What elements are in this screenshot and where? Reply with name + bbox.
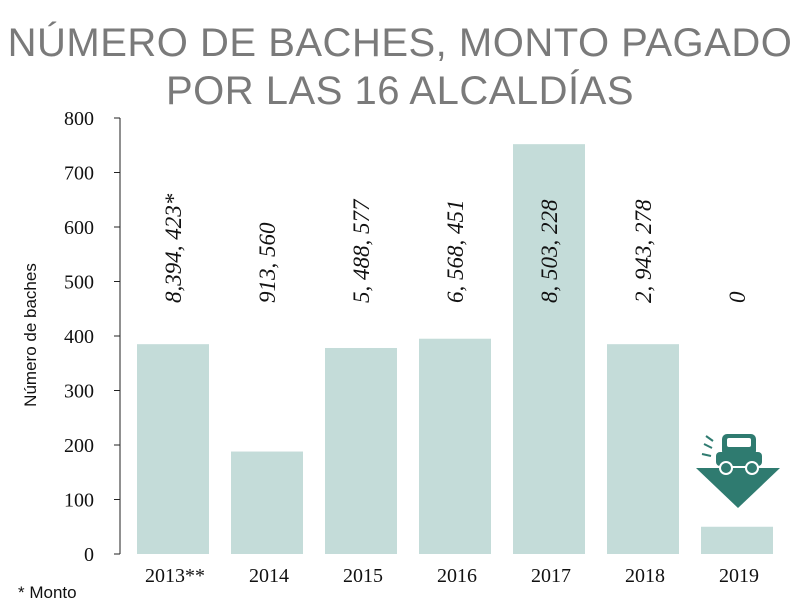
data-label: 0 [725, 291, 750, 303]
x-tick-label: 2013** [145, 565, 205, 587]
data-label: 8,394, 423* [161, 193, 186, 303]
y-tick-label: 800 [64, 108, 94, 130]
bar-2015 [325, 347, 397, 554]
x-axis-ticks: 2013** 2014 2015 2016 2017 2018 2019 [145, 565, 759, 587]
data-label: 2, 943, 278 [631, 199, 656, 303]
y-tick-label: 200 [64, 435, 94, 457]
y-axis-ticks: 0 100 200 300 400 500 600 700 800 [64, 108, 120, 566]
bar-2019 [701, 526, 773, 554]
x-tick-label: 2017 [531, 565, 571, 587]
x-tick-label: 2015 [343, 565, 383, 587]
data-label: 8, 503, 228 [537, 199, 562, 303]
chart-subtitle: POR LAS 16 ALCALDÍAS [166, 68, 634, 113]
data-label: 5, 488, 577 [349, 198, 374, 303]
x-tick-label: 2016 [437, 565, 477, 587]
data-labels: 8,394, 423* 913, 560 5, 488, 577 6, 568, 45… [161, 193, 750, 303]
y-tick-label: 600 [64, 217, 94, 239]
bar-2013 [137, 344, 209, 554]
y-axis-label: Número de baches [21, 263, 40, 407]
bar-2014 [231, 451, 303, 554]
footnote: * Monto [18, 583, 77, 602]
bar-2018 [607, 344, 679, 554]
data-label: 913, 560 [255, 222, 280, 303]
bars [137, 144, 773, 554]
y-tick-label: 100 [64, 490, 94, 512]
data-label: 6, 568, 451 [443, 200, 468, 304]
bar-2017 [513, 144, 585, 554]
y-tick-label: 500 [64, 272, 94, 294]
bar-2016 [419, 338, 491, 554]
y-tick-label: 300 [64, 381, 94, 403]
y-tick-label: 400 [64, 326, 94, 348]
chart-title: NÚMERO DE BACHES, MONTO PAGADO [8, 20, 793, 65]
y-tick-label: 700 [64, 163, 94, 185]
x-tick-label: 2014 [249, 565, 289, 587]
x-tick-label: 2018 [625, 565, 665, 587]
x-tick-label: 2019 [719, 565, 759, 587]
car-in-pothole-icon [696, 434, 780, 508]
y-tick-label: 0 [84, 544, 94, 566]
